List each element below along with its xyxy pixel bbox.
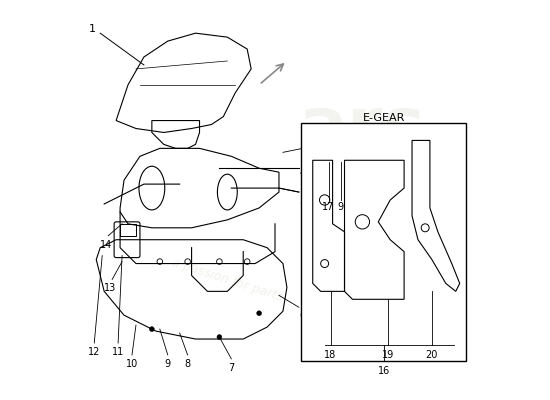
Text: 17: 17 xyxy=(322,202,335,212)
Text: a passion for parts: a passion for parts xyxy=(170,255,284,304)
Text: 12: 12 xyxy=(88,347,101,357)
Text: 9: 9 xyxy=(164,359,171,369)
Text: 10: 10 xyxy=(126,359,138,369)
Text: 7: 7 xyxy=(228,363,234,373)
Circle shape xyxy=(217,335,222,340)
Text: 3: 3 xyxy=(304,148,310,158)
Text: 20: 20 xyxy=(426,350,438,360)
Text: 4: 4 xyxy=(300,168,306,178)
Text: 6: 6 xyxy=(300,311,306,321)
Text: E-GEAR: E-GEAR xyxy=(363,112,405,122)
FancyBboxPatch shape xyxy=(301,122,466,361)
Text: 18: 18 xyxy=(324,350,336,360)
Circle shape xyxy=(257,311,261,316)
Bar xyxy=(120,224,136,236)
Text: 1: 1 xyxy=(89,24,96,34)
Text: since
1985: since 1985 xyxy=(305,142,388,219)
Text: 19: 19 xyxy=(382,350,394,360)
Circle shape xyxy=(150,327,154,332)
Text: 9: 9 xyxy=(338,202,344,212)
Text: ars: ars xyxy=(299,94,426,163)
Text: 14: 14 xyxy=(100,240,112,250)
Text: 8: 8 xyxy=(185,359,191,369)
Text: 13: 13 xyxy=(104,284,116,294)
Text: 5: 5 xyxy=(300,196,306,206)
Text: 11: 11 xyxy=(112,347,124,357)
Text: 16: 16 xyxy=(378,366,390,376)
